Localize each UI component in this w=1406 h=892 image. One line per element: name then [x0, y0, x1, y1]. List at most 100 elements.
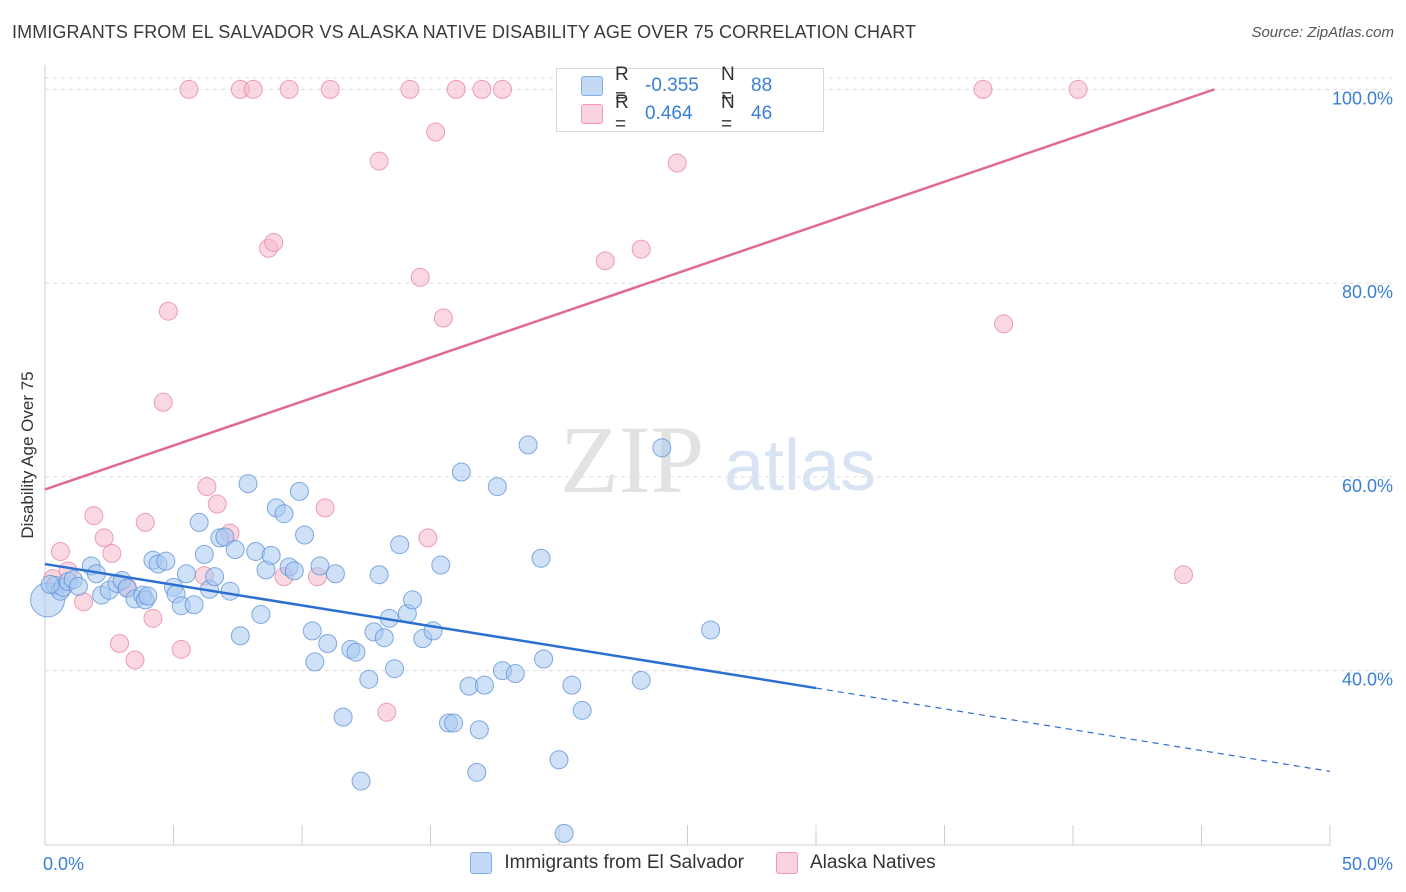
el-salvador-trend-line — [44, 562, 817, 690]
y-tick-label: 100.0% — [1332, 88, 1393, 108]
alaska-natives-point — [631, 239, 651, 259]
el-salvador-point — [534, 649, 554, 669]
legend-r-label: R = — [615, 64, 629, 107]
el-salvador-point — [562, 675, 582, 695]
watermark-zip: ZIP — [560, 406, 704, 513]
legend-item-alaska-natives: Alaska Natives — [776, 852, 936, 874]
legend-swatch-blue — [470, 852, 493, 874]
el-salvador-point — [451, 462, 471, 482]
alaska-natives-point — [418, 528, 438, 548]
el-salvador-point — [390, 535, 410, 555]
el-salvador-point — [184, 595, 204, 615]
el-salvador-point — [205, 567, 225, 587]
el-salvador-point — [40, 574, 60, 594]
legend-label: Alaska Natives — [810, 852, 936, 873]
legend-n-value: 88 — [751, 75, 773, 96]
alaska-natives-point — [994, 314, 1014, 334]
alaska-natives-point — [1068, 79, 1088, 99]
el-salvador-point — [289, 481, 309, 501]
alaska-natives-point — [973, 79, 993, 99]
alaska-natives-point — [125, 650, 145, 670]
el-salvador-point — [238, 474, 258, 494]
el-salvador-point — [469, 720, 489, 740]
el-salvador-point — [274, 504, 294, 524]
source-credit: Source: ZipAtlas.com — [1251, 24, 1394, 41]
series-legend: Immigrants from El Salvador Alaska Nativ… — [0, 852, 1406, 874]
legend-swatch-pink — [581, 104, 603, 124]
el-salvador-point — [251, 604, 271, 624]
zipatlas-watermark: ZIP atlas — [560, 406, 876, 513]
alaska-natives-point — [315, 498, 335, 518]
alaska-natives-point — [50, 541, 70, 561]
legend-item-el-salvador: Immigrants from El Salvador — [470, 852, 744, 874]
gridlines — [45, 77, 1392, 672]
el-salvador-point — [369, 565, 389, 585]
el-salvador-point — [431, 555, 451, 575]
el-salvador-point — [68, 576, 88, 596]
el-salvador-trend-extension — [815, 687, 1331, 772]
el-salvador-points — [30, 435, 721, 843]
el-salvador-point — [189, 512, 209, 532]
alaska-natives-point — [197, 477, 217, 497]
el-salvador-point — [505, 664, 525, 684]
el-salvador-point — [549, 750, 569, 770]
alaska-natives-point — [369, 151, 389, 171]
alaska-natives-point — [158, 301, 178, 321]
el-salvador-point — [631, 670, 651, 690]
alaska-natives-point — [446, 79, 466, 99]
alaska-natives-point — [110, 634, 130, 653]
el-salvador-point — [351, 771, 371, 791]
alaska-natives-point — [207, 494, 227, 514]
x-tick-label-min: 0.0% — [43, 854, 84, 874]
alaska-natives-point — [492, 79, 512, 99]
el-salvador-point — [225, 540, 245, 560]
el-salvador-point — [302, 621, 322, 641]
el-salvador-point — [554, 823, 574, 843]
el-salvador-point — [305, 652, 325, 672]
legend-label: Immigrants from El Salvador — [504, 852, 744, 873]
el-salvador-point — [652, 438, 672, 458]
el-salvador-point — [261, 545, 281, 565]
legend-n-label: N = — [721, 64, 735, 107]
alaska-natives-point — [84, 506, 104, 526]
trend-lines — [44, 88, 1331, 772]
watermark-atlas: atlas — [724, 426, 876, 506]
y-tick-label: 80.0% — [1342, 282, 1393, 302]
el-salvador-point — [295, 525, 315, 545]
alaska-natives-point — [143, 608, 163, 628]
el-salvador-point — [194, 544, 214, 564]
alaska-natives-point — [595, 251, 615, 271]
legend-n-label: N = — [721, 92, 735, 135]
alaska-natives-point — [426, 122, 446, 142]
el-salvador-point — [518, 435, 538, 455]
alaska-natives-point — [377, 702, 397, 722]
alaska-natives-point — [400, 79, 420, 99]
legend-swatch-blue — [581, 76, 603, 96]
el-salvador-point — [701, 620, 721, 640]
alaska-natives-point — [171, 639, 191, 659]
alaska-natives-point — [102, 543, 122, 563]
el-salvador-point — [215, 527, 235, 547]
y-tick-label: 60.0% — [1342, 476, 1393, 496]
el-salvador-point — [385, 659, 405, 679]
el-salvador-point — [176, 564, 196, 584]
alaska-natives-point — [320, 79, 340, 99]
alaska-natives-point — [94, 528, 114, 548]
el-salvador-point — [403, 590, 423, 610]
el-salvador-point — [138, 586, 158, 606]
el-salvador-point — [310, 556, 330, 576]
alaska-natives-point — [472, 79, 492, 99]
legend-r-value: -0.355 — [645, 75, 699, 96]
alaska-natives-point — [1174, 565, 1194, 585]
legend-r-value: 0.464 — [645, 103, 693, 124]
el-salvador-point — [487, 477, 507, 497]
el-salvador-point — [318, 634, 338, 653]
el-salvador-point — [359, 669, 379, 689]
el-salvador-point — [325, 564, 345, 584]
alaska-natives-point — [279, 79, 299, 99]
tick-labels: 40.0% 60.0% 80.0% 100.0% 0.0% 50.0% — [43, 88, 1393, 874]
el-salvador-point — [346, 642, 366, 662]
axes — [44, 65, 1331, 846]
el-salvador-point — [156, 551, 176, 571]
